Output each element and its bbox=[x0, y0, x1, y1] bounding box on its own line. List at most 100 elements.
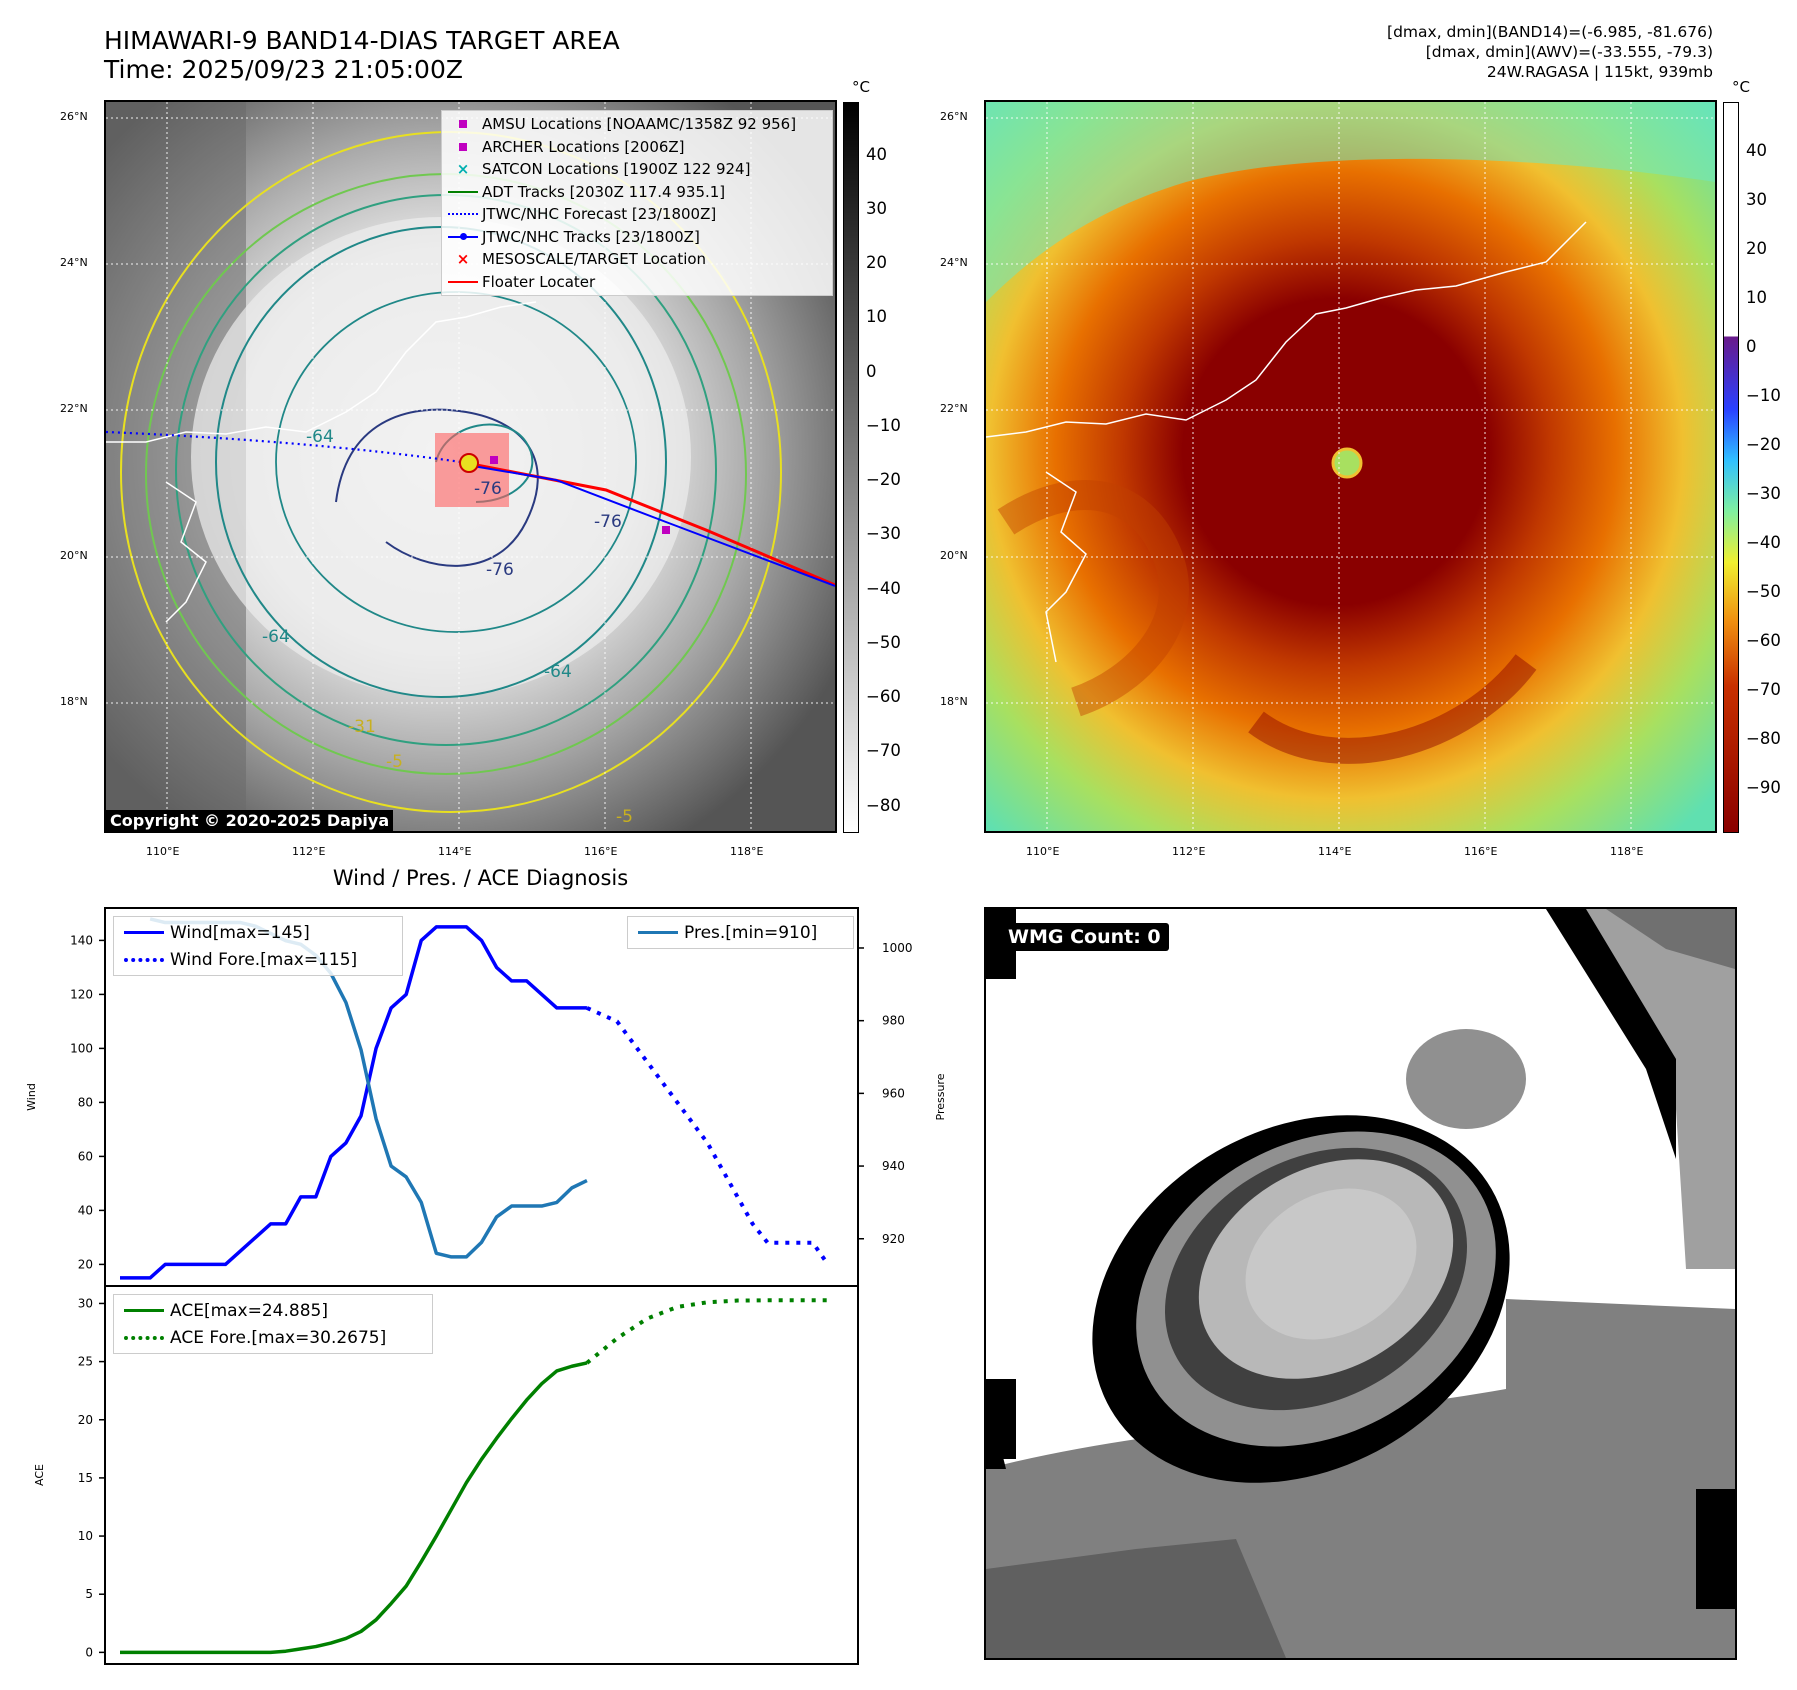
archer-marker bbox=[490, 456, 498, 464]
legend-entry: ACE[max=24.885] bbox=[118, 1297, 428, 1324]
ace-legend: ACE[max=24.885] ACE Fore.[max=30.2675] bbox=[113, 1294, 433, 1354]
wmg-panel: WMG Count: 0 bbox=[984, 907, 1737, 1660]
colorbar-tick: 40 bbox=[866, 145, 887, 164]
legend-entry: ACE Fore.[max=30.2675] bbox=[118, 1324, 428, 1351]
contour-label: -64 bbox=[306, 427, 334, 447]
legend-label: ACE[max=24.885] bbox=[170, 1300, 328, 1321]
wind-tick-label: 60 bbox=[78, 1149, 93, 1163]
colorbar-tick: 0 bbox=[866, 362, 877, 381]
colorbar-tick: 30 bbox=[1746, 190, 1767, 209]
contour-label: -76 bbox=[594, 512, 622, 532]
ace-tick-label: 25 bbox=[78, 1355, 93, 1369]
lon-label: 110°E bbox=[1026, 845, 1060, 858]
map-legend: AMSU Locations [NOAAMC/1358Z 92 956] ARC… bbox=[441, 110, 833, 296]
ace-tick-label: 20 bbox=[78, 1413, 93, 1427]
colorbar-tick: −10 bbox=[1746, 386, 1781, 405]
lat-label: 20°N bbox=[60, 549, 88, 562]
colorbar-tick: −50 bbox=[866, 633, 901, 652]
ace-tick-label: 0 bbox=[85, 1645, 93, 1659]
legend-label: ACE Fore.[max=30.2675] bbox=[170, 1327, 387, 1348]
wind-tick-label: 120 bbox=[70, 987, 93, 1001]
colorbar-tick: −80 bbox=[1746, 729, 1781, 748]
lon-label: 116°E bbox=[584, 845, 618, 858]
colorbar-tick: 40 bbox=[1746, 141, 1767, 160]
colorbar-tick: −10 bbox=[866, 416, 901, 435]
legend-entry: × MESOSCALE/TARGET Location bbox=[444, 248, 830, 271]
legend-entry: JTWC/NHC Forecast [23/1800Z] bbox=[444, 203, 830, 226]
colorbar-tick: 30 bbox=[866, 199, 887, 218]
lat-label: 22°N bbox=[940, 402, 968, 415]
contour-label: -5 bbox=[386, 752, 403, 772]
legend-label: JTWC/NHC Tracks [23/1800Z] bbox=[482, 227, 700, 246]
lon-label: 114°E bbox=[438, 845, 472, 858]
legend-label: MESOSCALE/TARGET Location bbox=[482, 250, 707, 269]
contour-label: -76 bbox=[486, 560, 514, 580]
x-icon: × bbox=[456, 250, 470, 269]
line-icon bbox=[444, 190, 482, 193]
colorbar-tick: 10 bbox=[1746, 288, 1767, 307]
contour-label: -76 bbox=[474, 479, 502, 499]
ace-axis-label: ACE bbox=[33, 1464, 46, 1486]
colorbar-tick: 0 bbox=[1746, 337, 1757, 356]
legend-entry: Wind[max=145] bbox=[118, 919, 398, 946]
colorbar-tick: −80 bbox=[866, 796, 901, 815]
wind-series-line bbox=[120, 925, 587, 1280]
wind-forecast-series-line bbox=[586, 1006, 830, 1266]
line-icon bbox=[118, 931, 170, 934]
legend-entry: ADT Tracks [2030Z 117.4 935.1] bbox=[444, 181, 830, 204]
contour-label: -64 bbox=[544, 662, 572, 682]
legend-label: ADT Tracks [2030Z 117.4 935.1] bbox=[482, 182, 726, 201]
colorbar-tick: −30 bbox=[1746, 484, 1781, 503]
colorbar-tick: −20 bbox=[866, 470, 901, 489]
lat-label: 26°N bbox=[60, 110, 88, 123]
wind-legend: Wind[max=145] Wind Fore.[max=115] bbox=[113, 916, 403, 976]
x-icon: × bbox=[456, 160, 470, 179]
wind-tick-label: 20 bbox=[78, 1257, 93, 1271]
lat-label: 24°N bbox=[940, 256, 968, 269]
colorbar-tick: −60 bbox=[1746, 631, 1781, 650]
colorbar-tick: 10 bbox=[866, 307, 887, 326]
colorbar-tick: −40 bbox=[866, 579, 901, 598]
ace-tick-label: 30 bbox=[78, 1296, 93, 1310]
lat-label: 18°N bbox=[940, 695, 968, 708]
legend-label: Pres.[min=910] bbox=[684, 922, 818, 943]
pressure-tick-label: 1000 bbox=[882, 941, 913, 955]
colorbar-tick: −20 bbox=[1746, 435, 1781, 454]
dotted-line-icon bbox=[118, 957, 170, 962]
lon-label: 118°E bbox=[1610, 845, 1644, 858]
copyright-badge: Copyright © 2020-2025 Dapiya bbox=[106, 810, 394, 831]
amsu-marker bbox=[662, 526, 670, 534]
legend-label: Floater Locater bbox=[482, 272, 596, 291]
colorbar-tick: −60 bbox=[866, 687, 901, 706]
colorbar-right bbox=[1723, 102, 1739, 833]
wind-axis-label: Wind bbox=[25, 1083, 38, 1111]
lat-label: 26°N bbox=[940, 110, 968, 123]
awv-map bbox=[984, 100, 1717, 833]
ace-panel-frame bbox=[104, 1285, 859, 1665]
line-icon bbox=[118, 1309, 170, 1312]
storm-center bbox=[459, 453, 479, 473]
plot-title: HIMAWARI-9 BAND14-DIAS TARGET AREA Time: … bbox=[104, 26, 620, 84]
square-icon bbox=[444, 142, 482, 151]
colorbar-tick: −30 bbox=[866, 524, 901, 543]
colorbar-tick: −70 bbox=[1746, 680, 1781, 699]
legend-label: SATCON Locations [1900Z 122 924] bbox=[482, 160, 751, 179]
pressure-tick-label: 920 bbox=[882, 1232, 905, 1246]
colorbar-tick: 20 bbox=[866, 253, 887, 272]
lat-label: 20°N bbox=[940, 549, 968, 562]
dotted-line-icon bbox=[444, 213, 482, 216]
lon-label: 112°E bbox=[292, 845, 326, 858]
wind-tick-label: 80 bbox=[78, 1095, 93, 1109]
wind-tick-label: 140 bbox=[70, 933, 93, 947]
legend-entry: Pres.[min=910] bbox=[632, 919, 849, 946]
colorbar-tick: −50 bbox=[1746, 582, 1781, 601]
wmg-image bbox=[986, 909, 1735, 1658]
wind-tick-label: 100 bbox=[70, 1041, 93, 1055]
line-icon bbox=[632, 931, 684, 934]
diag-title: Wind / Pres. / ACE Diagnosis bbox=[332, 866, 629, 890]
dotted-line-icon bbox=[118, 1335, 170, 1340]
wmg-count-badge: WMG Count: 0 bbox=[1000, 923, 1169, 951]
colorbar-unit: °C bbox=[1732, 78, 1750, 96]
legend-label: AMSU Locations [NOAAMC/1358Z 92 956] bbox=[482, 115, 797, 134]
legend-entry: JTWC/NHC Tracks [23/1800Z] bbox=[444, 226, 830, 249]
